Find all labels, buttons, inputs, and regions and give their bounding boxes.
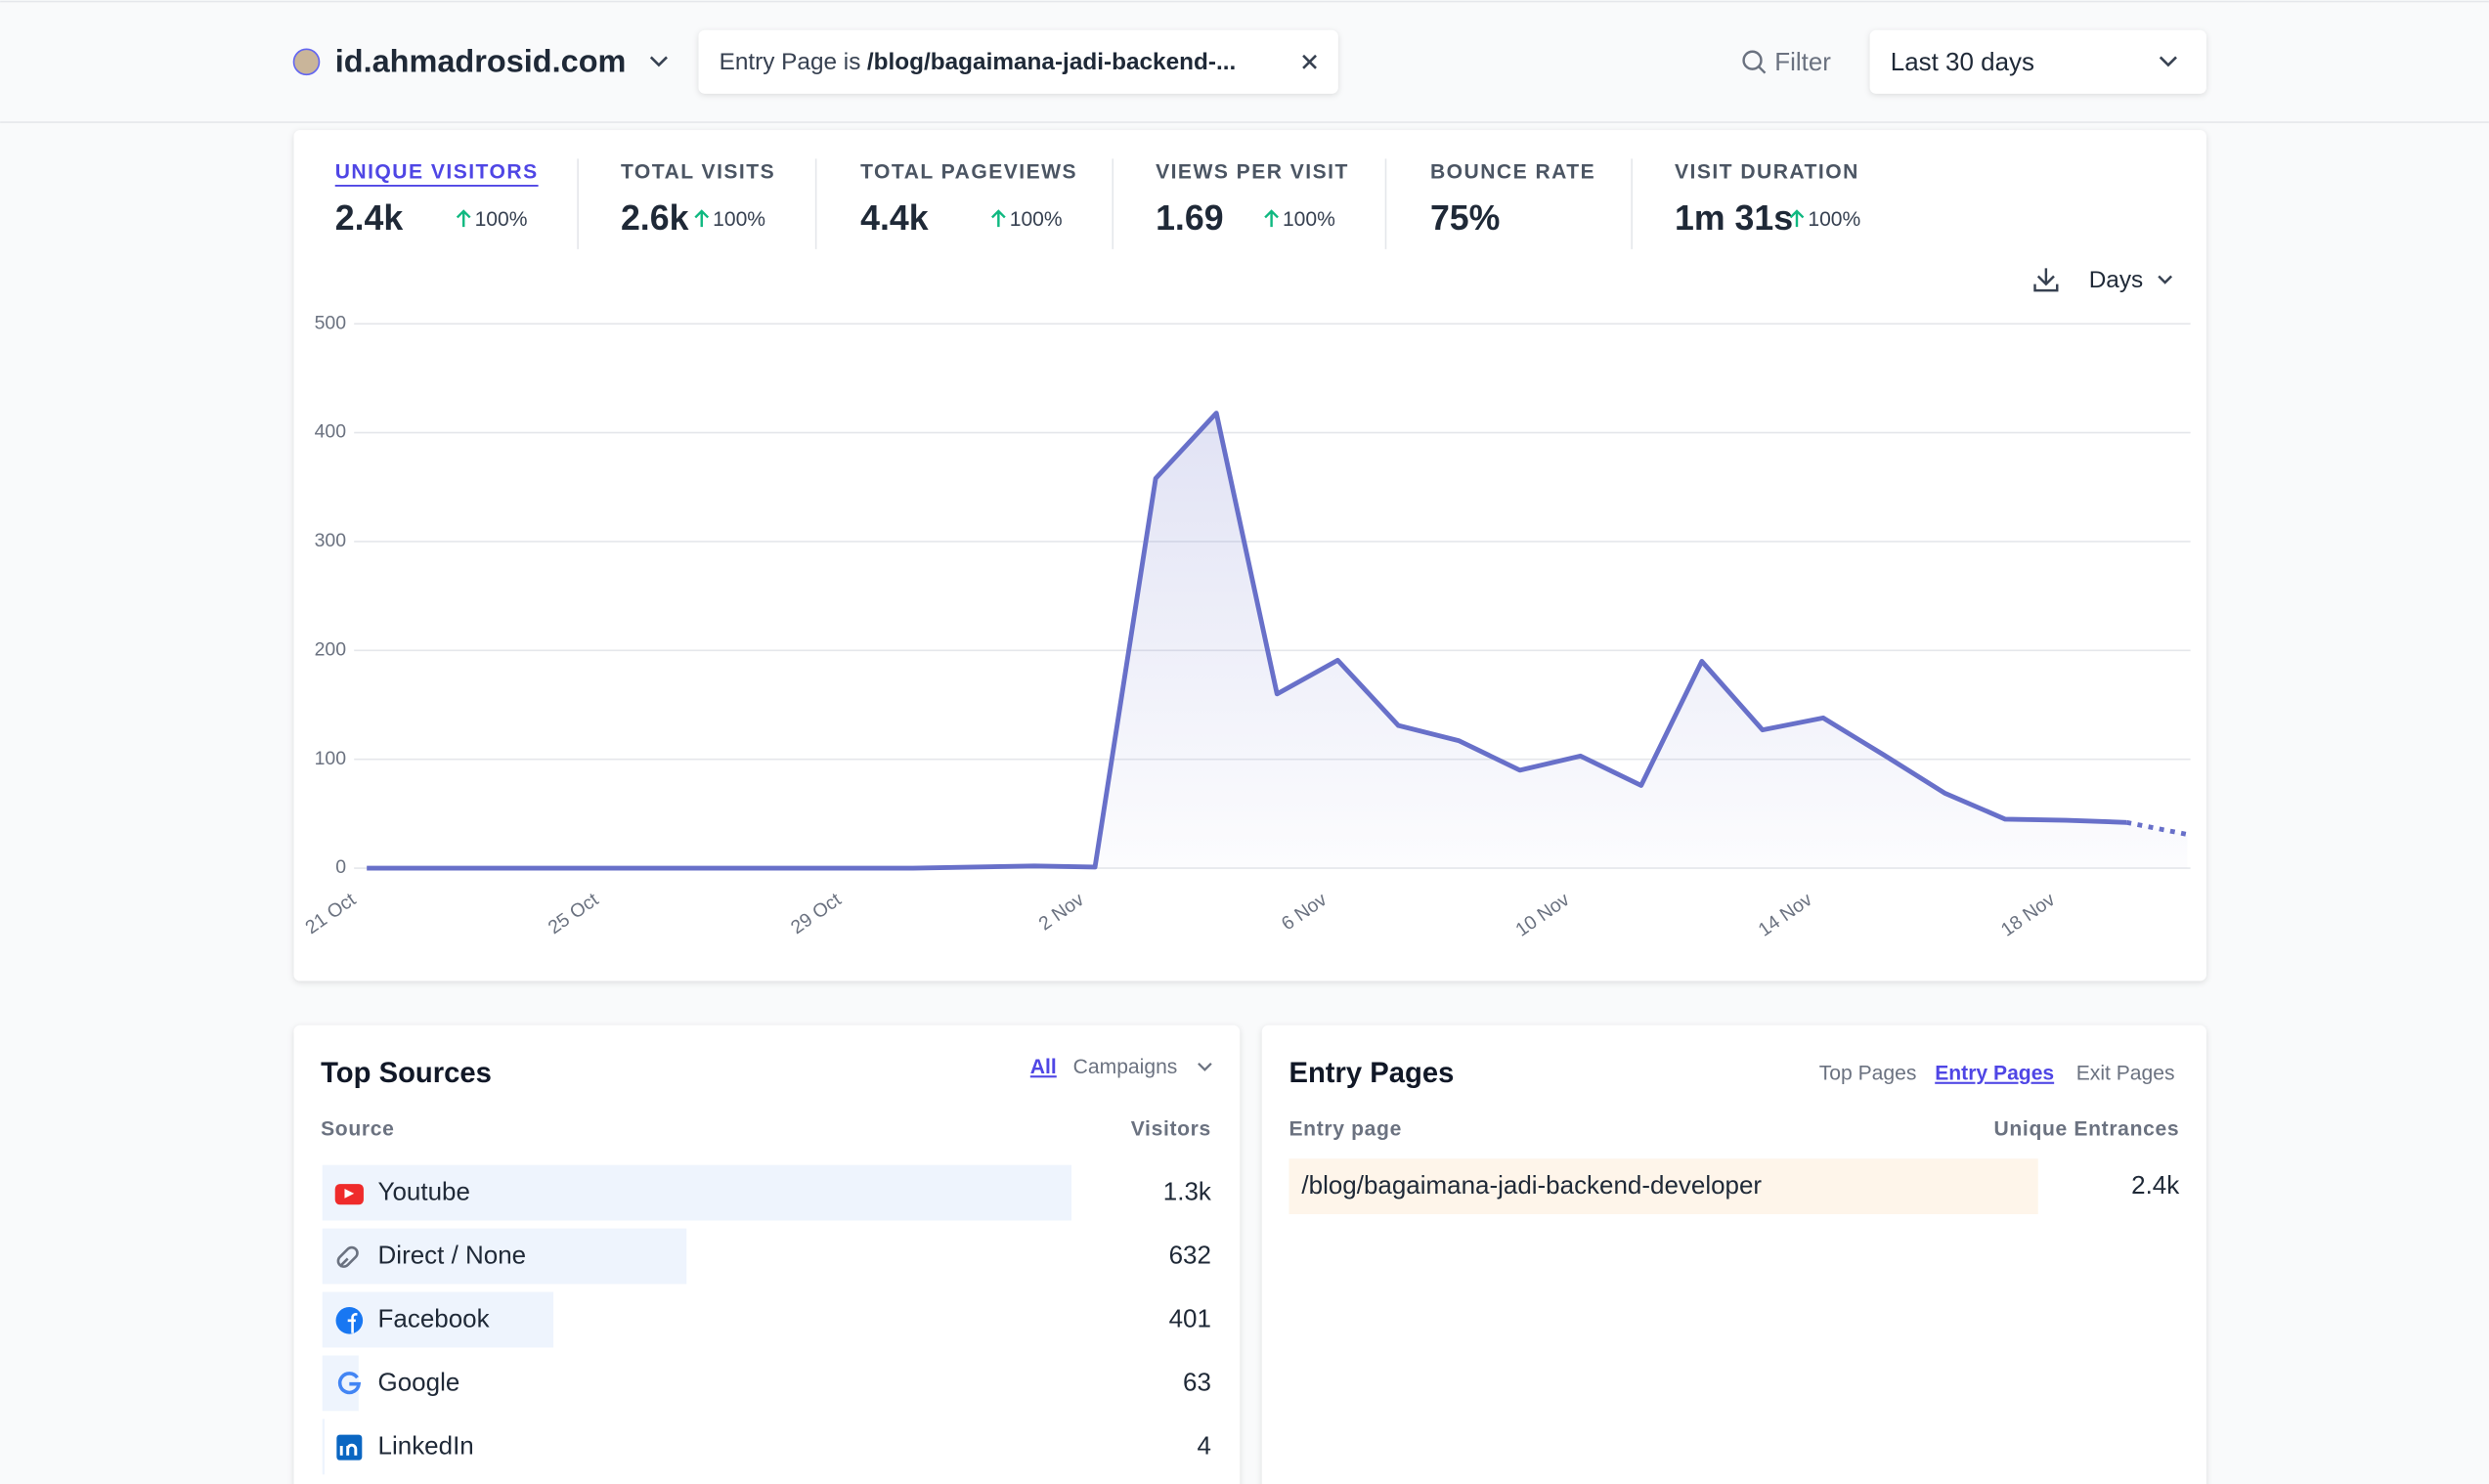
stat-value: 4.4k	[860, 198, 929, 238]
y-tick-label: 0	[335, 856, 346, 878]
filter-prefix: Entry Page is	[720, 49, 861, 75]
stat-value: 75%	[1430, 198, 1500, 238]
stat-change: 100%	[475, 208, 528, 231]
stat-label[interactable]: BOUNCE RATE	[1430, 161, 1595, 184]
site-name[interactable]: id.ahmadrosid.com	[335, 44, 627, 79]
change-arrow	[1264, 209, 1279, 228]
column-header: Visitors	[1131, 1118, 1211, 1141]
stat-value: 2.4k	[335, 198, 404, 238]
tab[interactable]: Campaigns	[1073, 1056, 1178, 1078]
stat-label[interactable]: TOTAL PAGEVIEWS	[860, 161, 1077, 184]
interval-chevron	[2158, 275, 2173, 284]
filter-value: /blog/bagaimana-jadi-backend-...	[867, 49, 1236, 75]
site-chevron[interactable]	[649, 56, 668, 67]
stat-change: 100%	[1010, 208, 1063, 231]
icon-google	[337, 1372, 362, 1395]
sources-title: Top Sources	[321, 1058, 492, 1089]
change-arrow	[456, 209, 471, 228]
source-visitors: 401	[1169, 1304, 1211, 1333]
filter-text: Entry Page is/blog/bagaimana-jadi-backen…	[720, 49, 1237, 75]
tab[interactable]: All	[1030, 1056, 1057, 1078]
stat-label[interactable]: TOTAL VISITS	[621, 161, 775, 184]
interval-selector[interactable]: Days	[2089, 267, 2143, 293]
source-bar[interactable]	[322, 1419, 326, 1475]
y-tick-label: 400	[315, 421, 347, 443]
y-tick-label: 500	[315, 312, 347, 333]
filter-remove[interactable]	[1302, 54, 1317, 69]
column-header: Unique Entrances	[1994, 1118, 2180, 1141]
source-name[interactable]: Facebook	[378, 1304, 491, 1333]
sources-card	[293, 1025, 1241, 1484]
period-text: Last 30 days	[1891, 47, 2034, 76]
tab[interactable]: Top Pages	[1819, 1063, 1917, 1085]
change-arrow	[990, 209, 1006, 228]
y-tick-label: 100	[315, 748, 347, 769]
stat-label[interactable]: UNIQUE VISITORS	[335, 161, 539, 184]
line	[367, 411, 2127, 871]
icon-linkedin-in	[339, 1443, 358, 1456]
stat-label[interactable]: VIEWS PER VISIT	[1156, 161, 1349, 184]
search-icon[interactable]	[1742, 50, 1763, 70]
source-name[interactable]: Direct / None	[378, 1241, 527, 1270]
stat-change: 100%	[713, 208, 765, 231]
source-name[interactable]: LinkedIn	[378, 1431, 474, 1461]
entry-name[interactable]: /blog/bagaimana-jadi-backend-developer	[1301, 1170, 1762, 1200]
source-name[interactable]: Google	[378, 1368, 460, 1397]
entry-count: 2.4k	[2131, 1170, 2180, 1200]
tab[interactable]: Exit Pages	[2076, 1063, 2175, 1085]
stat-label[interactable]: VISIT DURATION	[1675, 161, 1859, 184]
tab-chevron	[1198, 1062, 1212, 1071]
entry-bar[interactable]	[1288, 1158, 2038, 1214]
change-arrow	[1789, 209, 1805, 228]
area	[367, 413, 2188, 869]
source-visitors: 4	[1197, 1431, 1210, 1461]
stat-value: 1m 31s	[1675, 198, 1793, 238]
source-bar[interactable]	[322, 1164, 1072, 1221]
column-header: Entry page	[1288, 1118, 1402, 1141]
download-icon[interactable]	[2033, 268, 2059, 292]
filter-pill[interactable]	[698, 29, 1338, 94]
y-tick-label: 300	[315, 530, 347, 551]
y-tick-label: 200	[315, 638, 347, 660]
stat-value: 2.6k	[621, 198, 689, 238]
favicon	[292, 48, 321, 76]
source-visitors: 63	[1183, 1368, 1211, 1397]
stat-change: 100%	[1808, 208, 1860, 231]
tab[interactable]: Entry Pages	[1935, 1063, 2054, 1085]
period-chevron	[2159, 56, 2177, 67]
stat-value: 1.69	[1156, 198, 1224, 238]
filter-button[interactable]: Filter	[1774, 47, 1831, 76]
column-header: Source	[321, 1118, 394, 1141]
change-arrow	[694, 209, 710, 228]
source-visitors: 632	[1169, 1241, 1211, 1270]
entry-pages-title: Entry Pages	[1288, 1058, 1454, 1089]
period-dropdown[interactable]	[1869, 29, 2206, 94]
source-visitors: 1.3k	[1163, 1177, 1212, 1206]
source-name[interactable]: Youtube	[378, 1177, 470, 1206]
icon-facebook-f	[347, 1312, 358, 1333]
source-bar[interactable]	[322, 1228, 687, 1285]
icon-link	[336, 1245, 359, 1268]
entry-pages-card	[1261, 1025, 2206, 1484]
stat-change: 100%	[1283, 208, 1335, 231]
search-icon-handle	[1758, 65, 1767, 74]
icon-youtube-play	[344, 1189, 355, 1199]
